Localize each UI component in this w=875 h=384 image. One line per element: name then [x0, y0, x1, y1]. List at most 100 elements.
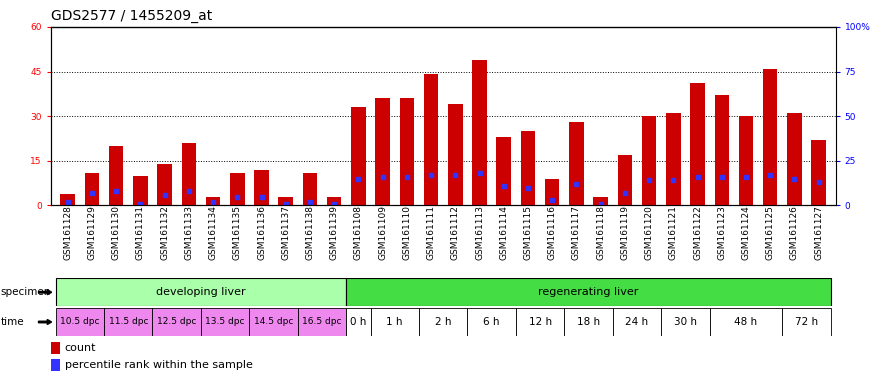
Point: [593, 200, 607, 207]
Bar: [564, 308, 612, 336]
Text: GSM161134: GSM161134: [208, 205, 218, 260]
Text: GSM161128: GSM161128: [63, 205, 73, 260]
Bar: [715, 95, 729, 205]
Bar: [346, 308, 370, 336]
Bar: [230, 173, 244, 205]
Bar: [516, 308, 564, 336]
Text: GSM161127: GSM161127: [814, 205, 823, 260]
Bar: [419, 308, 467, 336]
Text: 48 h: 48 h: [734, 317, 758, 327]
Bar: [618, 155, 632, 205]
Text: 6 h: 6 h: [483, 317, 500, 327]
Bar: [496, 137, 511, 205]
Bar: [60, 194, 75, 205]
Text: developing liver: developing liver: [156, 287, 246, 297]
Bar: [51, 359, 60, 371]
Point: [303, 199, 317, 205]
Point: [230, 194, 244, 200]
Bar: [56, 278, 346, 306]
Point: [60, 199, 74, 205]
Bar: [298, 308, 346, 336]
Text: time: time: [1, 317, 24, 327]
Point: [667, 177, 681, 184]
Text: 12 h: 12 h: [528, 317, 551, 327]
Point: [715, 174, 729, 180]
Text: 13.5 dpc: 13.5 dpc: [206, 318, 245, 326]
Point: [473, 170, 487, 176]
Point: [279, 200, 293, 207]
Text: GSM161133: GSM161133: [185, 205, 193, 260]
Point: [497, 183, 511, 189]
Bar: [763, 68, 778, 205]
Bar: [158, 164, 172, 205]
Point: [545, 197, 559, 203]
Bar: [545, 179, 559, 205]
Bar: [255, 170, 269, 205]
Point: [109, 188, 123, 194]
Text: GSM161139: GSM161139: [330, 205, 339, 260]
Point: [812, 179, 826, 185]
Text: GSM161117: GSM161117: [572, 205, 581, 260]
Bar: [788, 113, 802, 205]
Text: 18 h: 18 h: [577, 317, 600, 327]
Bar: [738, 116, 753, 205]
Point: [182, 188, 196, 194]
Text: 16.5 dpc: 16.5 dpc: [303, 318, 342, 326]
Bar: [182, 143, 196, 205]
Point: [763, 172, 777, 178]
Text: GSM161115: GSM161115: [523, 205, 533, 260]
Text: 12.5 dpc: 12.5 dpc: [157, 318, 196, 326]
Point: [206, 199, 220, 205]
Point: [739, 174, 753, 180]
Bar: [56, 308, 104, 336]
Text: GSM161112: GSM161112: [451, 205, 459, 260]
Text: GSM161109: GSM161109: [378, 205, 387, 260]
Point: [375, 174, 389, 180]
Bar: [690, 83, 705, 205]
Point: [400, 174, 414, 180]
Text: GSM161118: GSM161118: [596, 205, 605, 260]
Text: 0 h: 0 h: [350, 317, 367, 327]
Text: GDS2577 / 1455209_at: GDS2577 / 1455209_at: [51, 9, 212, 23]
Text: 72 h: 72 h: [795, 317, 818, 327]
Bar: [467, 308, 516, 336]
Text: 24 h: 24 h: [626, 317, 648, 327]
Bar: [782, 308, 830, 336]
Text: 14.5 dpc: 14.5 dpc: [254, 318, 293, 326]
Text: GSM161124: GSM161124: [741, 205, 751, 260]
Text: GSM161136: GSM161136: [257, 205, 266, 260]
Text: GSM161130: GSM161130: [112, 205, 121, 260]
Text: 2 h: 2 h: [435, 317, 452, 327]
Point: [327, 200, 341, 207]
Bar: [346, 278, 830, 306]
Text: GSM161129: GSM161129: [88, 205, 96, 260]
Bar: [612, 308, 662, 336]
Bar: [424, 74, 438, 205]
Point: [618, 190, 632, 196]
Bar: [375, 98, 390, 205]
Text: 1 h: 1 h: [387, 317, 403, 327]
Point: [690, 174, 704, 180]
Bar: [593, 197, 608, 205]
Text: GSM161111: GSM161111: [427, 205, 436, 260]
Bar: [351, 107, 366, 205]
Text: 10.5 dpc: 10.5 dpc: [60, 318, 100, 326]
Text: percentile rank within the sample: percentile rank within the sample: [65, 360, 252, 370]
Point: [788, 175, 802, 182]
Bar: [51, 342, 60, 354]
Point: [521, 185, 535, 191]
Text: count: count: [65, 343, 96, 353]
Bar: [152, 308, 201, 336]
Text: GSM161123: GSM161123: [718, 205, 726, 260]
Point: [352, 175, 366, 182]
Bar: [133, 176, 148, 205]
Text: GSM161135: GSM161135: [233, 205, 242, 260]
Text: GSM161122: GSM161122: [693, 205, 702, 260]
Text: GSM161120: GSM161120: [645, 205, 654, 260]
Text: 11.5 dpc: 11.5 dpc: [108, 318, 148, 326]
Bar: [278, 197, 293, 205]
Text: GSM161116: GSM161116: [548, 205, 556, 260]
Bar: [642, 116, 656, 205]
Bar: [206, 197, 220, 205]
Bar: [201, 308, 249, 336]
